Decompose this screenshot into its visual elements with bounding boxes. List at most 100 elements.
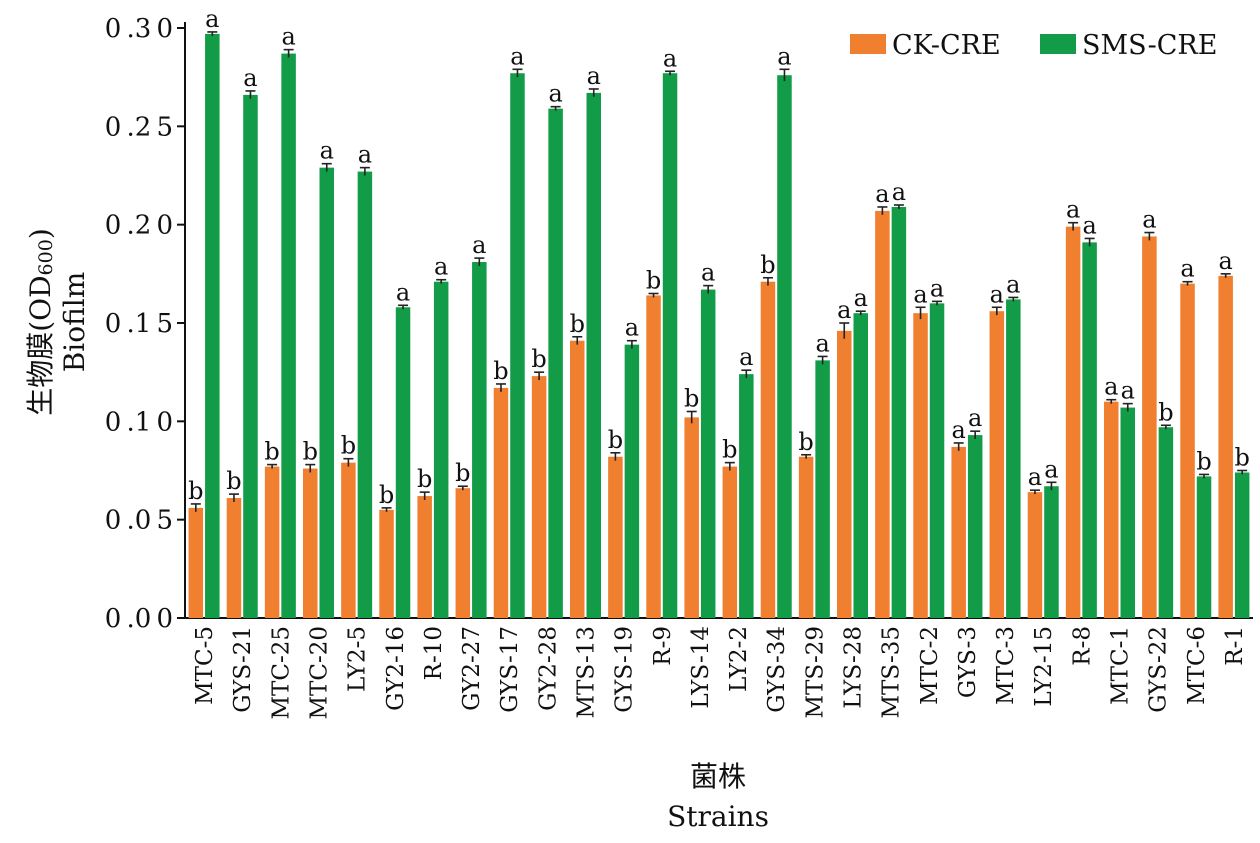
bar-ck-cre-r-10 — [417, 496, 432, 618]
significance-label: a — [1028, 463, 1042, 491]
bar-ck-cre-mtc-20 — [303, 468, 318, 618]
bar-ck-cre-mtc-1 — [1104, 401, 1119, 618]
bar-ck-cre-gy2-27 — [455, 488, 471, 618]
significance-label: a — [320, 137, 334, 165]
y-axis-title-close: ) — [24, 228, 57, 239]
legend-swatch-ck-cre — [850, 34, 886, 54]
bar-ck-cre-gy2-16 — [379, 509, 394, 618]
bar-ck-cre-ly2-2 — [722, 466, 738, 618]
bar-ck-cre-gys-19 — [608, 456, 623, 618]
legend-label-sms-cre: SMS-CRE — [1082, 30, 1217, 61]
bar-ck-cre-gys-3 — [951, 446, 966, 618]
significance-label: a — [930, 274, 944, 302]
bar-ck-cre-gys-34 — [760, 281, 776, 618]
category-labels: MTC-5 GYS-21 MTC-25 MTC-20 LY2-5 GY2-16 R-10 GY… — [192, 626, 1248, 720]
significance-label: b — [417, 465, 432, 493]
bar-ck-cre-lys-14 — [684, 417, 699, 618]
bar-sms-cre-r-9 — [662, 73, 678, 618]
legend-label-ck-cre: CK-CRE — [892, 30, 1001, 61]
x-tick-label: GY2-28 — [535, 626, 561, 711]
x-tick-label: MTS-35 — [879, 626, 905, 719]
significance-label: a — [892, 178, 906, 206]
significance-label: a — [243, 64, 257, 92]
y-axis-title-cn-main: 生物膜(OD — [24, 275, 57, 415]
significance-label: a — [663, 44, 677, 72]
significance-label: a — [434, 253, 448, 281]
y-tick-label: 0 .0 0 — [105, 604, 173, 634]
bar-sms-cre-gys-17 — [510, 73, 525, 618]
significance-label: a — [1006, 270, 1020, 298]
bar-sms-cre-ly2-5 — [357, 171, 373, 619]
significance-label: a — [952, 416, 966, 444]
significance-label: b — [608, 426, 623, 454]
bar-sms-cre-gys-3 — [967, 435, 983, 618]
bar-sms-cre-mtc-2 — [929, 303, 945, 618]
significance-label: b — [264, 438, 279, 466]
x-tick-label: R-8 — [1069, 626, 1095, 666]
significance-label: a — [587, 62, 601, 90]
bar-sms-cre-lys-28 — [853, 313, 868, 618]
bar-sms-cre-gy2-16 — [395, 307, 411, 618]
x-tick-label: MTC-25 — [268, 626, 294, 720]
significance-label: b — [493, 357, 508, 385]
x-tick-label: GYS-34 — [764, 626, 790, 713]
legend-swatch-sms-cre — [1040, 34, 1076, 54]
significance-label: b — [760, 251, 775, 279]
y-axis-title-subscript: 600 — [35, 239, 57, 275]
bar-ck-cre-gys-17 — [493, 387, 509, 618]
bar-ck-cre-r-8 — [1065, 226, 1081, 618]
bar-ck-cre-mts-29 — [798, 456, 814, 618]
significance-label: a — [205, 5, 219, 33]
bar-ck-cre-mts-35 — [875, 210, 890, 618]
y-tick-label: 0 .1 0 — [105, 407, 173, 437]
significance-label: a — [739, 343, 753, 371]
bar-sms-cre-lys-14 — [700, 289, 716, 618]
x-tick-label: R-10 — [421, 626, 447, 680]
x-tick-label: MTC-1 — [1108, 626, 1134, 705]
bar-ck-cre-mtc-3 — [989, 311, 1005, 618]
significance-label: b — [341, 432, 356, 460]
bar-ck-cre-r-1 — [1218, 275, 1233, 618]
significance-label: b — [798, 428, 813, 456]
significance-label: a — [1219, 247, 1233, 275]
y-tick-label: 0 .2 5 — [105, 112, 173, 142]
x-tick-label: GYS-17 — [497, 626, 523, 713]
significance-label: a — [837, 296, 851, 324]
legend: CK-CRE SMS-CRE — [850, 30, 1217, 61]
significance-label: a — [815, 329, 829, 357]
x-tick-label: R-9 — [650, 626, 676, 666]
y-tick-label: 0 .1 5 — [105, 309, 173, 339]
significance-label: a — [548, 80, 562, 108]
x-tick-label: GYS-3 — [955, 626, 981, 698]
significance-label: a — [1044, 455, 1058, 483]
significance-label: b — [646, 267, 661, 295]
significance-label: b — [722, 436, 737, 464]
significance-label: a — [968, 404, 982, 432]
significance-label: a — [913, 280, 927, 308]
bar-ck-cre-gys-21 — [226, 498, 242, 618]
bar-sms-cre-ly2-15 — [1044, 486, 1059, 618]
bar-sms-cre-mts-35 — [891, 206, 907, 618]
significance-label: b — [379, 481, 394, 509]
significance-label: a — [1121, 377, 1135, 405]
bar-sms-cre-mtc-5 — [205, 33, 220, 618]
bar-sms-cre-mtc-25 — [281, 53, 296, 619]
significance-label: a — [1180, 255, 1194, 283]
bar-ck-cre-ly2-15 — [1027, 492, 1043, 618]
x-tick-label: LY2-5 — [345, 626, 371, 692]
bar-ck-cre-mtc-5 — [188, 507, 204, 618]
significance-label: a — [875, 180, 889, 208]
y-axis-title-en: Biofilm — [58, 272, 91, 373]
significance-label: a — [701, 259, 715, 287]
x-tick-label: GY2-16 — [383, 626, 409, 711]
bar-sms-cre-gys-21 — [243, 94, 258, 618]
significance-label: b — [531, 345, 546, 373]
bar-sms-cre-gy2-28 — [548, 108, 563, 618]
significance-label: b — [684, 385, 699, 413]
bar-ck-cre-r-9 — [646, 295, 661, 618]
x-tick-label: MTS-13 — [574, 626, 600, 719]
bar-ck-cre-ly2-5 — [341, 462, 356, 618]
significance-label: a — [472, 231, 486, 259]
